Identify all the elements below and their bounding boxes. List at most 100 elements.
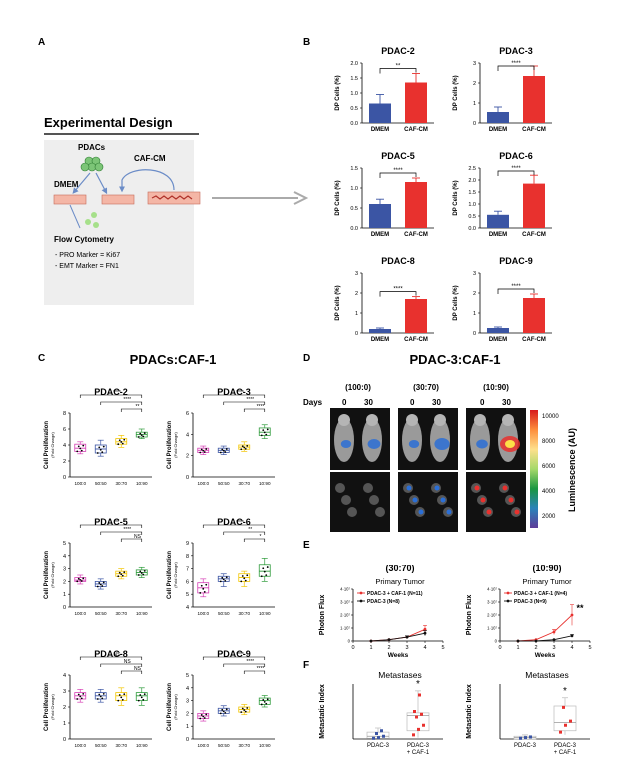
- organ: [369, 495, 379, 505]
- y-tick-label: 0.0: [350, 226, 358, 232]
- day-label: 30: [432, 398, 441, 407]
- legend-label: PDAC-3 (N=9): [514, 599, 547, 605]
- significance-bracket: [223, 401, 266, 405]
- data-point: [202, 449, 205, 452]
- data-point: [569, 719, 572, 723]
- metastases-title: Metastases: [378, 670, 421, 680]
- box-chart-ylabel: Cell Proliferation: [167, 551, 173, 599]
- mouse-head: [366, 414, 378, 426]
- data-point: [415, 715, 418, 719]
- bar-chart-title: PDAC-9: [499, 256, 533, 266]
- box-category-label: 100:0: [198, 743, 210, 748]
- organ-signal: [474, 485, 480, 491]
- significance-label: *: [260, 534, 262, 540]
- data-point: [262, 567, 265, 570]
- y-tick-label: 0.5: [350, 206, 358, 212]
- data-point: [244, 710, 247, 713]
- data-point: [200, 448, 203, 451]
- data-point: [143, 570, 146, 572]
- x-tick-label: 1: [369, 645, 372, 651]
- significance-bracket: [379, 68, 417, 74]
- line-chart-xlabel: Weeks: [535, 652, 556, 659]
- y-tick-label: 4·10⁷: [487, 587, 497, 592]
- organ-signal: [434, 485, 440, 491]
- significance-bracket: [120, 538, 143, 542]
- box-category-label: 10:90: [136, 611, 148, 616]
- data-point: [224, 451, 227, 453]
- legend-label: PDAC-3 + CAF-1 (N=11): [367, 591, 423, 597]
- y-tick-label: 6: [186, 579, 189, 585]
- y-tick-label: 2: [355, 291, 358, 297]
- y-tick-label: 6: [186, 411, 189, 417]
- imaging-group-label: (30:70): [413, 383, 439, 392]
- data-point: [222, 449, 225, 452]
- bar-chart-ylabel: DP Cells (%): [453, 180, 459, 215]
- data-point: [246, 707, 249, 709]
- x-tick-label: 4: [423, 645, 426, 651]
- marker-pro-label: - PRO Marker = Ki67: [55, 252, 121, 259]
- box-chart-title: PDAC-6: [217, 517, 251, 527]
- y-tick-label: 8: [186, 554, 189, 560]
- y-tick-label: 0: [63, 737, 66, 743]
- bar-caf-cm: [405, 182, 427, 228]
- flow-cytometry-label: Flow Cytometry: [54, 235, 115, 244]
- y-tick-label: 2: [63, 459, 66, 465]
- y-tick-label: 0.0: [350, 121, 358, 127]
- bar-dmem: [369, 204, 391, 228]
- significance-bracket: [79, 656, 143, 660]
- data-point: [219, 580, 222, 583]
- bar-chart-2: PDAC-3 DP Cells (%) 0 1 2 3 DMEM CAF-CM ****: [453, 46, 552, 133]
- data-point: [243, 709, 246, 711]
- data-point: [96, 585, 99, 588]
- significance-label: NS: [134, 534, 142, 540]
- box-category-label: 30:70: [239, 611, 251, 616]
- pdacs-label: PDACs: [78, 143, 106, 152]
- y-tick-label: 9: [186, 541, 189, 547]
- y-tick-label: 1.5: [350, 166, 358, 172]
- organ-signal: [514, 509, 520, 515]
- y-tick-label: 3: [63, 689, 66, 695]
- box-category-label: 30:70: [239, 481, 251, 486]
- data-point: [98, 446, 101, 449]
- y-tick-label: 1: [355, 311, 358, 317]
- data-point: [117, 699, 120, 702]
- panel-label-c: C: [38, 353, 46, 364]
- data-point: [266, 566, 269, 568]
- data-point: [205, 583, 208, 586]
- data-point: [244, 579, 247, 582]
- cafcm-label: CAF-CM: [134, 154, 166, 163]
- significance-bracket: [202, 394, 266, 398]
- y-tick-label: 0: [348, 639, 351, 644]
- mouse-head: [434, 414, 446, 426]
- metastases-category-label: PDAC-3: [554, 743, 577, 749]
- y-tick-label: 0.0: [468, 226, 476, 232]
- significance-label: NS: [124, 659, 132, 665]
- line-chart-title: Primary Tumor: [375, 577, 425, 586]
- bar-chart-5: PDAC-8 DP Cells (%) 0 1 2 3 DMEM CAF-CM ****: [335, 256, 434, 343]
- data-point: [79, 695, 82, 698]
- box-category-label: 50:50: [218, 743, 230, 748]
- line-chart-2: (10:90) Primary Tumor Photon Flux 0 1·10⁷ 2·1…: [466, 565, 592, 659]
- bar-caf-cm: [523, 298, 545, 333]
- series-line: [370, 632, 426, 642]
- organ-image-frame: [466, 472, 526, 532]
- organ-signal: [406, 485, 412, 491]
- data-point: [117, 443, 120, 446]
- colorbar-tick-label: 6000: [542, 464, 556, 470]
- data-point: [76, 698, 79, 700]
- box-chart-ylabel: Cell Proliferation: [167, 683, 173, 731]
- box-category-label: 100:0: [198, 611, 210, 616]
- legend-marker: [506, 591, 510, 595]
- data-point: [142, 698, 145, 701]
- significance-label: ****: [257, 404, 265, 410]
- y-tick-label: 2.0: [350, 61, 358, 67]
- day-label: 0: [480, 398, 485, 407]
- data-point: [519, 736, 522, 740]
- y-tick-label: 0: [63, 605, 66, 611]
- data-point: [202, 587, 205, 590]
- box-1: [553, 705, 577, 732]
- panel-label-a: A: [38, 37, 46, 48]
- data-point: [221, 576, 224, 579]
- organ-signal: [412, 497, 418, 503]
- organ-image-frame: [398, 472, 458, 532]
